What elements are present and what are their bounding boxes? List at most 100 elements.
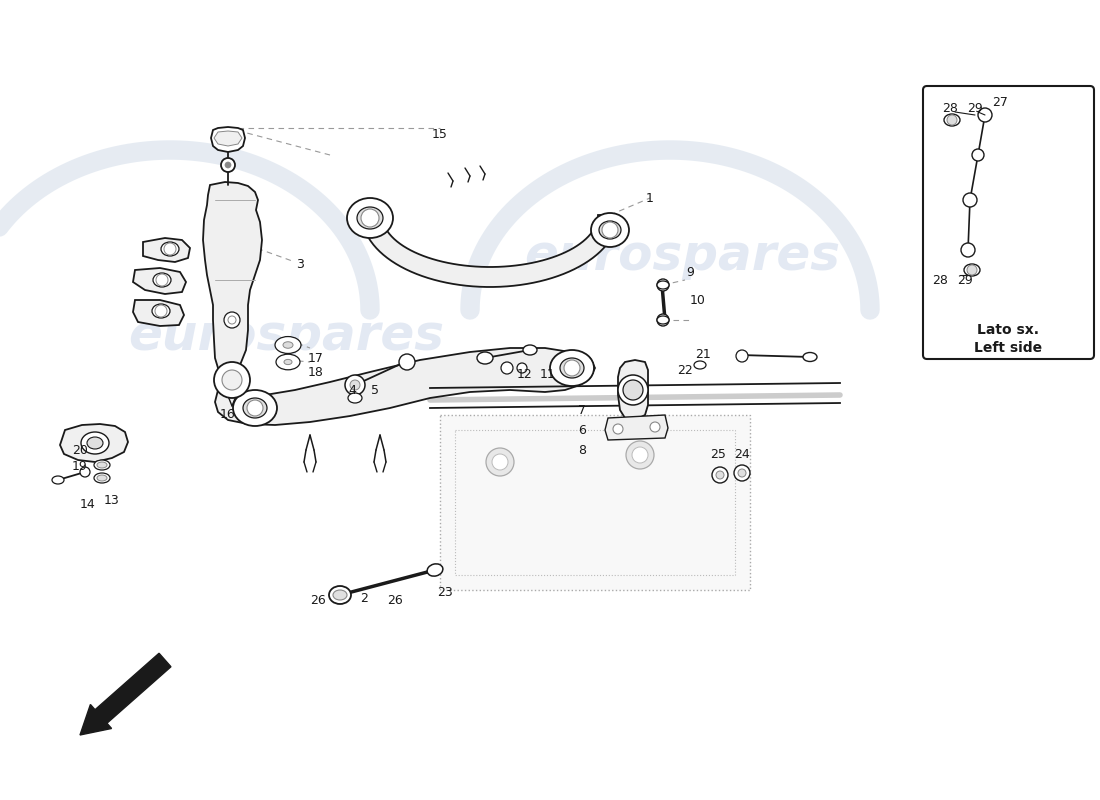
Circle shape [657,314,669,326]
Circle shape [486,448,514,476]
Circle shape [947,115,957,125]
Circle shape [650,422,660,432]
Text: 18: 18 [308,366,323,379]
Ellipse shape [52,476,64,484]
Ellipse shape [657,281,669,289]
Ellipse shape [329,586,351,604]
Circle shape [248,400,263,416]
Polygon shape [214,131,242,146]
Text: Lato sx.: Lato sx. [977,323,1040,337]
Text: 29: 29 [957,274,972,286]
Ellipse shape [153,273,170,287]
Polygon shape [204,182,262,373]
Text: 17: 17 [308,351,323,365]
Ellipse shape [333,590,346,600]
Text: 9: 9 [686,266,694,278]
Circle shape [492,454,508,470]
Ellipse shape [560,358,584,378]
FancyBboxPatch shape [440,415,750,590]
Circle shape [155,305,167,317]
Text: 14: 14 [80,498,96,511]
Polygon shape [133,300,184,326]
Ellipse shape [97,462,107,468]
Circle shape [226,162,231,168]
Circle shape [345,375,365,395]
Text: 5: 5 [371,383,380,397]
Circle shape [361,209,379,227]
Text: 26: 26 [310,594,326,606]
Text: 10: 10 [690,294,706,306]
Circle shape [962,193,977,207]
Ellipse shape [348,393,362,403]
Circle shape [738,469,746,477]
Ellipse shape [284,359,292,365]
Circle shape [399,354,415,370]
Ellipse shape [81,432,109,454]
Circle shape [500,362,513,374]
Text: 13: 13 [104,494,120,506]
Ellipse shape [358,207,383,229]
Circle shape [632,447,648,463]
Polygon shape [60,424,128,462]
Ellipse shape [803,353,817,362]
Ellipse shape [944,114,960,126]
Bar [455,430,735,575]
Text: Left side: Left side [974,341,1042,355]
Ellipse shape [600,221,621,239]
Text: 15: 15 [432,129,448,142]
Ellipse shape [94,473,110,483]
Text: 7: 7 [578,403,586,417]
Text: 4: 4 [348,383,356,397]
Circle shape [967,265,977,275]
Polygon shape [143,238,190,262]
Ellipse shape [283,342,293,348]
Polygon shape [214,348,595,425]
Ellipse shape [233,390,277,426]
Ellipse shape [276,354,300,370]
Text: 23: 23 [437,586,453,598]
Ellipse shape [522,345,537,355]
Ellipse shape [550,350,594,386]
Circle shape [978,108,992,122]
Polygon shape [211,127,245,152]
Ellipse shape [275,337,301,354]
Circle shape [156,274,168,286]
Polygon shape [605,415,668,440]
Text: 24: 24 [734,449,750,462]
Circle shape [350,380,360,390]
Ellipse shape [87,437,103,449]
Ellipse shape [152,304,170,318]
Text: 19: 19 [73,461,88,474]
Text: 12: 12 [517,369,532,382]
Text: 29: 29 [967,102,983,114]
Circle shape [657,279,669,291]
Ellipse shape [618,375,648,405]
Circle shape [734,465,750,481]
Ellipse shape [694,361,706,369]
FancyArrow shape [80,654,170,735]
Circle shape [602,222,618,238]
Circle shape [222,370,242,390]
Polygon shape [618,360,648,420]
Ellipse shape [623,380,643,400]
Polygon shape [133,268,186,294]
Ellipse shape [243,398,267,418]
Circle shape [224,312,240,328]
Circle shape [626,441,654,469]
Ellipse shape [477,352,493,364]
Text: 1: 1 [646,191,653,205]
Ellipse shape [346,198,393,238]
Polygon shape [362,215,618,287]
Text: 11: 11 [540,369,556,382]
Circle shape [164,243,176,255]
Circle shape [517,363,527,373]
Ellipse shape [94,460,110,470]
Text: 25: 25 [711,449,726,462]
Text: 3: 3 [296,258,304,271]
Text: 16: 16 [220,409,235,422]
Ellipse shape [97,475,107,481]
Text: 6: 6 [579,423,586,437]
Circle shape [564,360,580,376]
Circle shape [972,149,984,161]
Text: 2: 2 [360,591,367,605]
